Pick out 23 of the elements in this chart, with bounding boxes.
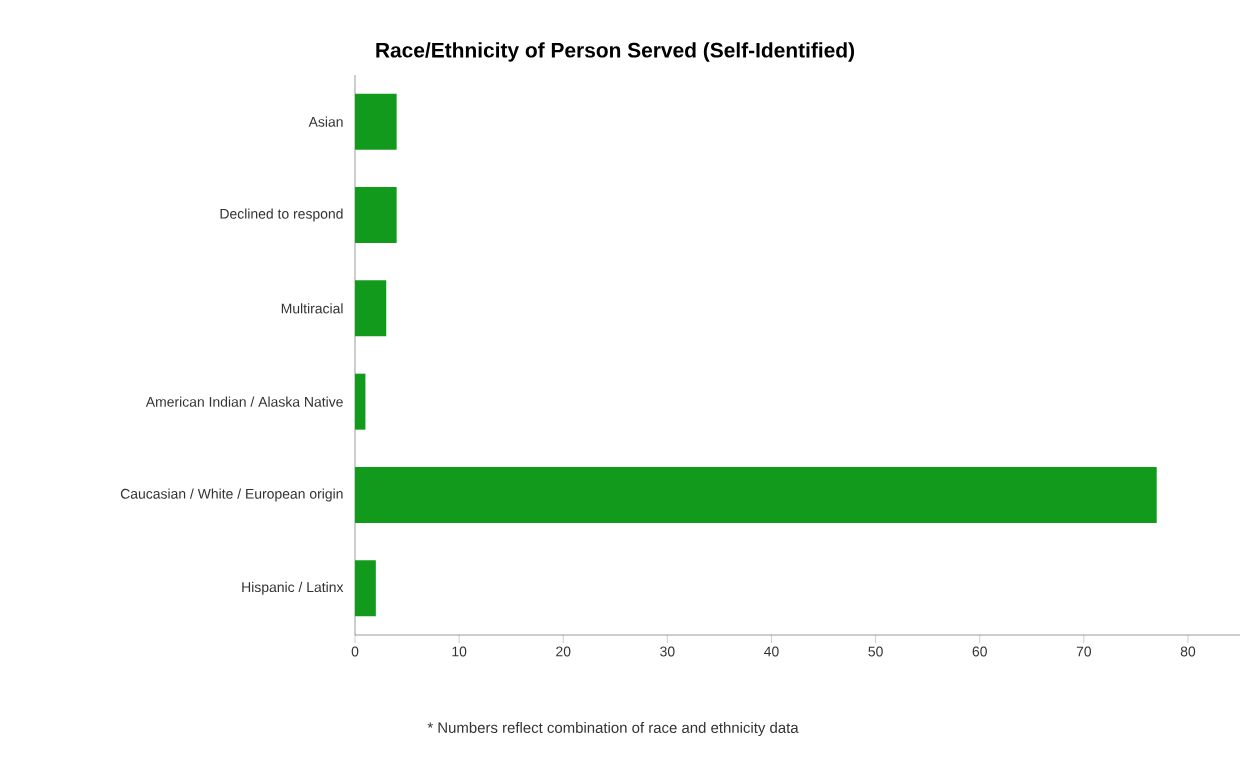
- x-tick-label: 30: [660, 646, 675, 657]
- x-tick-label: 0: [351, 646, 359, 657]
- bar: [355, 467, 1157, 523]
- bar: [355, 560, 376, 617]
- y-tick-label: Declined to respond: [220, 208, 343, 222]
- x-tick-label: 70: [1076, 646, 1092, 657]
- bar: [355, 93, 397, 150]
- bar: [355, 187, 397, 243]
- y-tick-label: American Indian / Alaska Native: [145, 396, 343, 407]
- x-tick-label: 80: [1180, 646, 1196, 657]
- y-tick-label: Hispanic / Latinx: [242, 581, 344, 595]
- x-tick-label: 10: [452, 646, 467, 657]
- bar: [355, 280, 387, 337]
- y-tick-label: Multiracial: [281, 303, 343, 314]
- text: * Numbers reflect combination of race and ethnicity data: [427, 722, 799, 736]
- y-tick-label: Caucasian / White / European origin: [120, 488, 343, 502]
- x-tick-label: 60: [972, 646, 987, 657]
- x-tick-label: 20: [556, 646, 571, 657]
- chart-title: Race/Ethnicity of Person Served (Self-Identified): [376, 42, 855, 62]
- x-tick-label: 40: [764, 646, 779, 657]
- bar: [355, 373, 366, 430]
- y-tick-label: Asian: [308, 116, 343, 127]
- x-tick-label: 50: [868, 646, 883, 657]
